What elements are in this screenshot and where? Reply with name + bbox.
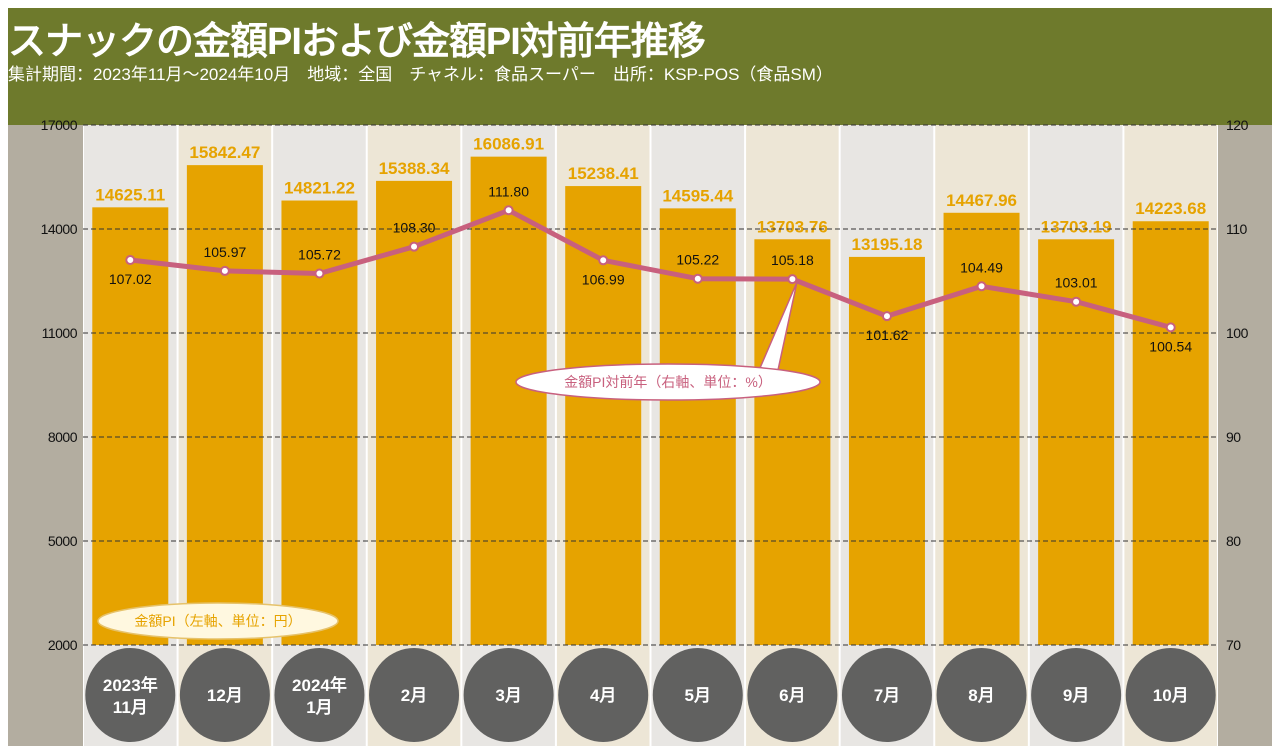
- right-axis-tick: 80: [1226, 533, 1241, 549]
- right-axis-tick: 110: [1226, 221, 1248, 237]
- bar-value-label: 14595.44: [662, 186, 733, 205]
- bar-value-label: 16086.91: [473, 135, 544, 154]
- bar-legend-label: 金額PI（左軸、単位：円）: [134, 613, 301, 629]
- bar: [470, 156, 547, 645]
- bar: [92, 207, 169, 645]
- line-legend-bubble: [515, 363, 821, 401]
- chart-subtitle: 集計期間：2023年11月～2024年10月 地域：全国 チャネル：食品スーパー…: [8, 65, 833, 84]
- line-point: [692, 273, 703, 284]
- category-label: 2023年: [103, 675, 158, 695]
- category-circle: [841, 648, 932, 742]
- line-legend-label: 金額PI対前年（右軸、単位：%）: [564, 374, 772, 390]
- line-value-label: 100.54: [1149, 338, 1192, 354]
- bar-value-label: 15842.47: [189, 143, 260, 162]
- left-axis-strip: [8, 125, 83, 746]
- bar-value-label: 13195.18: [852, 235, 923, 254]
- right-axis-tick: 120: [1226, 117, 1249, 133]
- left-axis-tick: 17000: [41, 117, 78, 133]
- category-circle: [652, 648, 743, 742]
- line-point: [409, 241, 420, 252]
- line-point: [787, 274, 798, 285]
- line-point: [881, 311, 892, 322]
- line-value-label: 106.99: [582, 271, 625, 287]
- chart-header: [8, 8, 1272, 125]
- category-circle: [85, 648, 176, 742]
- bar-value-label: 14223.68: [1135, 199, 1206, 218]
- category-label: 3月: [495, 686, 521, 705]
- bar: [848, 256, 925, 645]
- bar-value-label: 15238.41: [568, 164, 639, 183]
- bar: [186, 165, 263, 646]
- category-label: 8月: [968, 686, 994, 705]
- yoy-line: [130, 207, 1172, 330]
- line-value-label: 103.01: [1055, 275, 1098, 291]
- category-label: 11月: [113, 698, 148, 717]
- category-label: 5月: [685, 686, 711, 705]
- category-circle: [747, 648, 838, 742]
- right-axis-tick: 70: [1226, 637, 1241, 653]
- line-point: [314, 268, 325, 279]
- bar-legend-bubble: [97, 602, 339, 640]
- chart-title: スナックの金額PIおよび金額PI対前年推移: [8, 21, 706, 63]
- line-point: [1071, 296, 1082, 307]
- category-label: 6月: [779, 686, 805, 705]
- bar-value-label: 14625.11: [95, 185, 165, 204]
- category-circle: [274, 648, 365, 742]
- line-point: [1165, 322, 1176, 333]
- left-axis-tick: 2000: [48, 637, 78, 653]
- category-circle: [1031, 648, 1122, 742]
- category-circle: [1125, 648, 1216, 742]
- line-value-label: 101.62: [866, 327, 909, 343]
- bar-value-label: 15388.34: [379, 159, 450, 178]
- category-label: 2024年: [292, 675, 347, 695]
- line-value-label: 104.49: [960, 259, 1003, 275]
- left-axis-tick: 11000: [42, 325, 78, 341]
- bar-value-label: 14821.22: [284, 179, 355, 198]
- line-point: [503, 205, 514, 216]
- right-axis-strip: [1218, 125, 1272, 746]
- category-label: 4月: [590, 686, 616, 705]
- right-axis-tick: 90: [1226, 429, 1241, 445]
- right-axis-tick: 100: [1226, 325, 1249, 341]
- category-circle: [463, 648, 554, 742]
- category-label: 9月: [1063, 686, 1089, 705]
- bar-value-label: 13703.19: [1041, 217, 1112, 236]
- line-point: [219, 265, 230, 276]
- line-point: [976, 281, 987, 292]
- category-circle: [369, 648, 460, 742]
- category-circle: [936, 648, 1027, 742]
- bar: [943, 212, 1020, 645]
- line-value-label: 111.80: [488, 183, 529, 199]
- bar: [565, 186, 642, 645]
- line-value-label: 105.22: [676, 252, 719, 268]
- line-value-label: 105.72: [298, 247, 341, 263]
- line-value-label: 105.18: [771, 252, 814, 268]
- line-value-label: 108.30: [393, 220, 436, 236]
- category-label: 12月: [207, 686, 243, 705]
- bar: [1132, 221, 1209, 645]
- left-axis-tick: 8000: [48, 429, 78, 445]
- category-label: 1月: [306, 698, 332, 717]
- line-value-label: 107.02: [109, 271, 152, 287]
- category-circle: [558, 648, 649, 742]
- category-label: 7月: [874, 686, 900, 705]
- left-axis-tick: 5000: [48, 533, 78, 549]
- left-axis-tick: 14000: [41, 221, 78, 237]
- line-value-label: 105.97: [203, 244, 246, 260]
- line-point: [598, 255, 609, 266]
- category-circle: [179, 648, 270, 742]
- category-label: 10月: [1153, 686, 1189, 705]
- bar: [376, 180, 453, 645]
- bar-value-label: 14467.96: [946, 191, 1017, 210]
- category-label: 2月: [401, 686, 427, 705]
- bar-value-label: 13703.76: [757, 217, 828, 236]
- line-point: [125, 254, 136, 265]
